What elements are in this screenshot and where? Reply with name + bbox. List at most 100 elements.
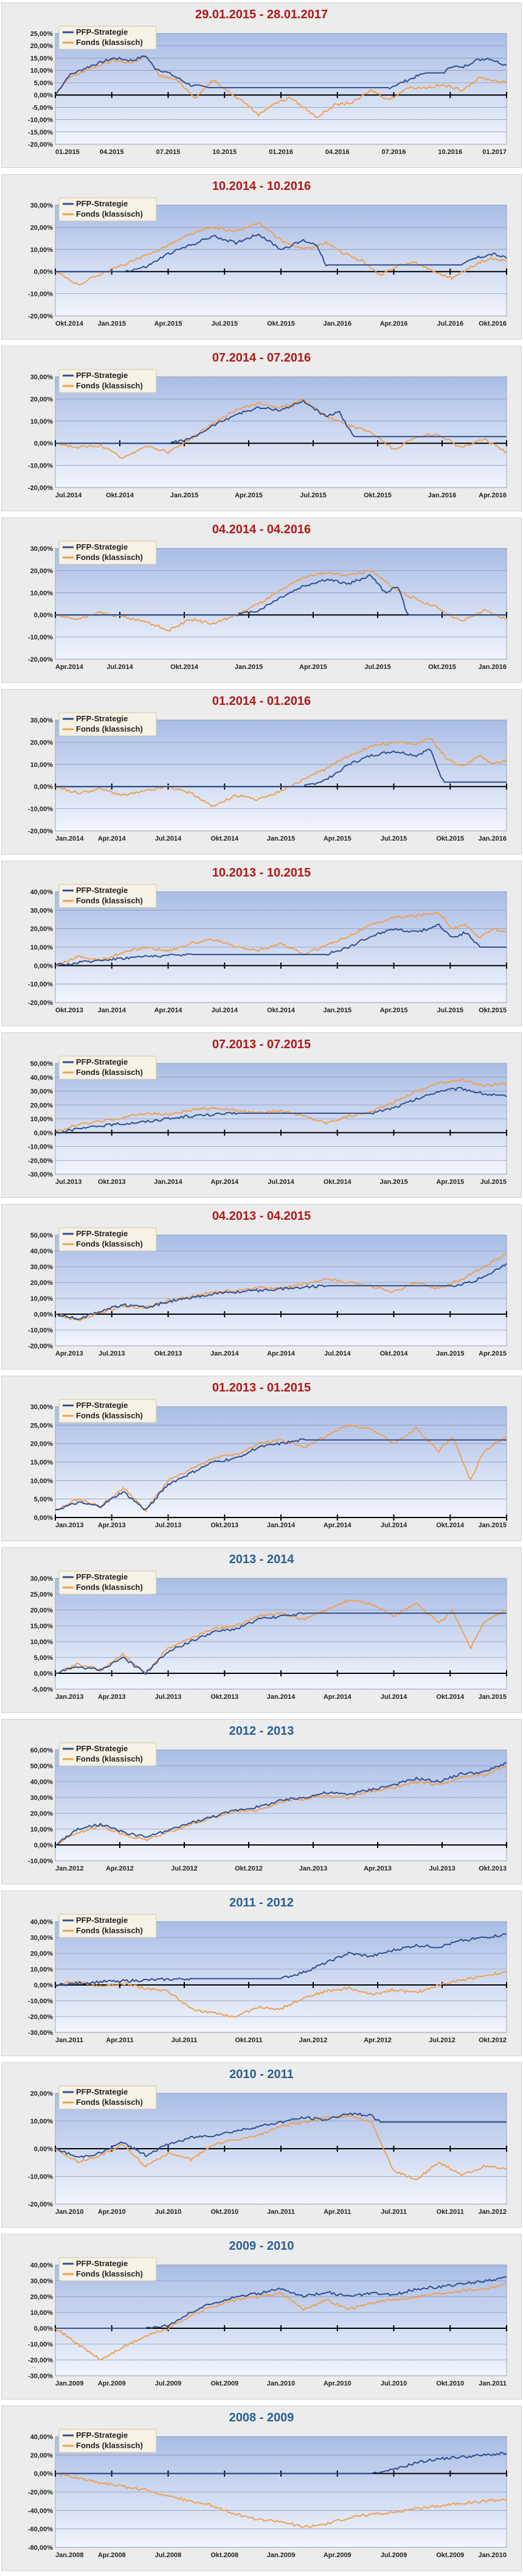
legend-box [58, 2429, 157, 2453]
pfp-series-line [55, 1438, 507, 1511]
y-tick-label: -10,00% [28, 981, 53, 989]
x-tick-label: Jan.2010 [55, 2208, 83, 2216]
y-tick-label: 40,00% [30, 1074, 54, 1082]
x-tick-label: Okt.2014 [436, 1522, 465, 1529]
x-tick-label: Apr.2014 [154, 1007, 183, 1014]
y-tick-label: 30,00% [30, 2278, 54, 2285]
fonds-legend-label: Fonds (klassisch) [76, 553, 143, 562]
chart-svg: 30,00%20,00%10,00%0,00%-10,00%-20,00%Apr… [28, 541, 507, 671]
x-tick-label: Apr.2015 [299, 663, 327, 671]
x-tick-label: Okt.2013 [55, 1007, 83, 1014]
pfp-legend-label: PFP-Strategie [76, 2431, 128, 2440]
x-tick-label: Apr.2013 [98, 1693, 126, 1701]
y-tick-label: 30,00% [30, 1934, 54, 1942]
x-tick-label: 01.2015 [55, 149, 80, 156]
plot-area [55, 2264, 507, 2376]
chart-title: 2009 - 2010 [229, 2239, 294, 2253]
x-tick-label: Okt.2011 [437, 2208, 464, 2216]
x-tick-label: Okt.2015 [479, 1007, 507, 1014]
fonds-series-line [55, 912, 507, 967]
pfp-legend-label: PFP-Strategie [76, 2259, 128, 2268]
fonds-series-line [55, 1971, 507, 2018]
y-tick-label: 10,00% [30, 1826, 54, 1833]
x-tick-label: Jan.2011 [267, 2208, 295, 2216]
x-tick-label: Apr.2013 [364, 1865, 392, 1872]
legend-box [58, 541, 157, 565]
legend-box [58, 1227, 157, 1251]
x-tick-label: Jul.2015 [381, 835, 407, 842]
x-tick-label: Jan.2011 [479, 2380, 507, 2387]
x-tick-label: Jan.2015 [324, 1007, 352, 1014]
pfp-series-line [55, 1933, 507, 1987]
x-tick-label: Jan.2009 [55, 2380, 83, 2387]
y-tick-label: -10,00% [28, 806, 53, 813]
y-tick-label: -80,00% [28, 2544, 53, 2552]
x-tick-label: Apr.2014 [324, 1693, 352, 1701]
y-tick-label: 0,00% [34, 92, 53, 99]
chart-panel: 04.2013 - 04.2015 50,00% 40,00% 30,00% 20,00… [1, 1204, 522, 1370]
x-tick-label: Apr.2009 [324, 2552, 352, 2559]
chart-panel: 07.2014 - 07.2016 30,00% 20,00% 10,00% 0,00%… [1, 346, 522, 511]
y-tick-label: -5,00% [32, 1686, 53, 1693]
fonds-legend-label: Fonds (klassisch) [76, 1754, 143, 1763]
y-tick-label: 10,00% [30, 1966, 54, 1973]
x-tick-label: Jul.2012 [429, 2037, 455, 2044]
fonds-legend-label: Fonds (klassisch) [76, 2441, 143, 2450]
y-tick-label: -20,00% [28, 999, 53, 1007]
y-tick-label: 5,00% [34, 1654, 53, 1662]
x-tick-label: Jul.2014 [155, 835, 182, 842]
x-tick-label: Jan.2013 [55, 1693, 83, 1701]
x-tick-label: 10.2016 [438, 149, 462, 156]
y-tick-label: 25,00% [30, 30, 54, 38]
x-tick-label: Jan.2014 [55, 835, 84, 842]
y-tick-label: 10,00% [30, 944, 54, 951]
x-tick-label: Jul.2015 [300, 492, 326, 499]
pfp-series-line [55, 2112, 507, 2158]
x-tick-label: 07.2016 [382, 149, 406, 156]
x-tick-label: Jan.2012 [479, 2208, 507, 2216]
x-tick-label: Okt.2015 [428, 663, 456, 671]
fonds-legend-label: Fonds (klassisch) [76, 1411, 143, 1420]
y-tick-label: 20,00% [30, 2294, 54, 2301]
x-tick-label: Okt.2015 [436, 835, 464, 842]
y-tick-label: 0,00% [34, 783, 53, 791]
y-tick-label: -30,00% [28, 2373, 53, 2380]
x-tick-label: Jul.2016 [437, 320, 463, 327]
y-tick-label: 30,00% [30, 1404, 54, 1411]
x-tick-label: Jul.2014 [106, 663, 133, 671]
x-tick-label: Jan.2013 [299, 1865, 327, 1872]
y-tick-label: -20,00% [28, 2201, 53, 2208]
x-tick-label: Okt.2014 [170, 663, 199, 671]
x-tick-label: Jul.2011 [381, 2208, 407, 2216]
y-tick-label: -10,00% [28, 2174, 53, 2181]
legend-box [58, 197, 157, 222]
y-tick-label: 0,00% [34, 268, 53, 276]
y-tick-label: 25,00% [30, 1591, 54, 1598]
y-tick-label: 40,00% [30, 2434, 54, 2441]
x-tick-label: Apr.2014 [324, 1522, 352, 1529]
y-tick-label: -20,00% [28, 1343, 53, 1350]
x-tick-label: Apr.2015 [235, 492, 263, 499]
y-tick-label: 10,00% [30, 1639, 54, 1646]
y-tick-label: -20,00% [28, 1157, 53, 1164]
x-tick-label: Jan.2014 [267, 1522, 296, 1529]
y-tick-label: -15,00% [28, 129, 53, 136]
fonds-legend-label: Fonds (klassisch) [76, 1239, 143, 1248]
x-tick-label: Apr.2010 [324, 2380, 352, 2387]
x-tick-label: Jan.2015 [479, 1693, 507, 1701]
plot-area [55, 1234, 507, 1346]
fonds-legend-label: Fonds (klassisch) [76, 1926, 143, 1935]
x-tick-label: Jul.2012 [171, 1865, 197, 1872]
x-tick-label: Jan.2016 [479, 663, 507, 671]
chart-title: 2008 - 2009 [229, 2411, 294, 2424]
x-tick-label: Jul.2013 [429, 1865, 455, 1872]
x-tick-label: Okt.2014 [324, 1178, 352, 1186]
x-tick-label: Okt.2015 [267, 320, 295, 327]
chart-title: 01.2013 - 01.2015 [212, 1381, 311, 1395]
fonds-series-line [55, 2114, 507, 2181]
chart-title: 10.2014 - 10.2016 [212, 180, 311, 193]
